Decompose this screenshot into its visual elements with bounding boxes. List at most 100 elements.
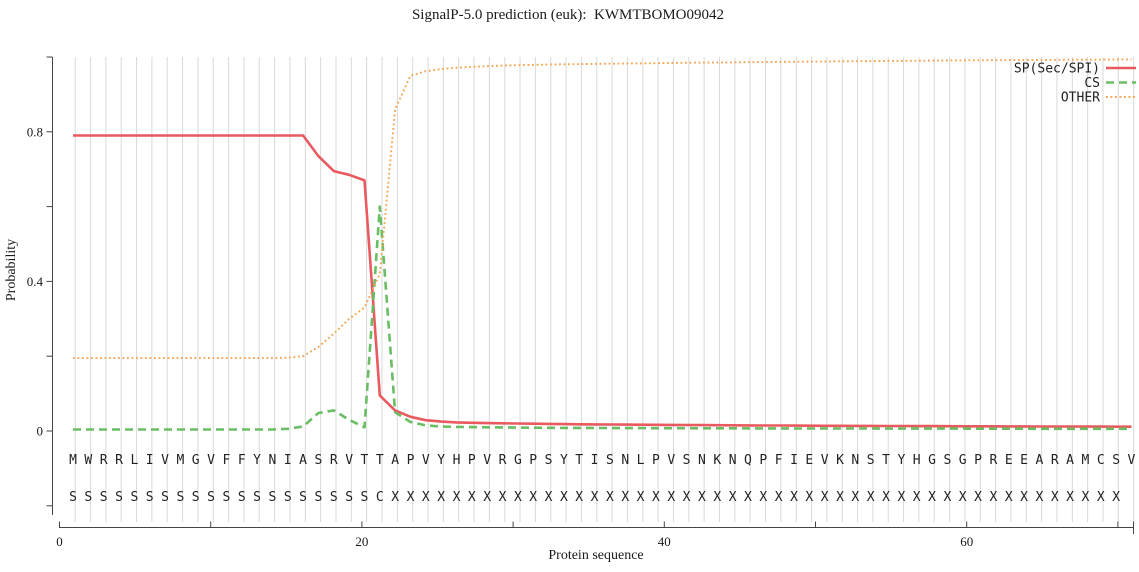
sequence-letter: V	[207, 453, 215, 468]
sequence-letter: G	[928, 453, 936, 468]
sequence-letter: M	[176, 453, 184, 468]
annotation-letter: S	[69, 490, 77, 505]
annotation-letter: X	[453, 490, 461, 505]
sequence-letter: A	[391, 453, 399, 468]
sequence-letter: E	[1005, 453, 1013, 468]
sp-sec-spi-line	[73, 134, 1132, 429]
annotation-letter: X	[621, 490, 629, 505]
annotation-letter: S	[315, 490, 323, 505]
sequence-letter: T	[882, 453, 890, 468]
annotation-letter: S	[84, 490, 92, 505]
sequence-letter: I	[284, 453, 292, 468]
sequence-letter: A	[1036, 453, 1044, 468]
sequence-letter: V	[1128, 453, 1136, 468]
annotation-letter: X	[790, 490, 798, 505]
sequence-letter: R	[989, 453, 997, 468]
sequence-letter: V	[821, 453, 829, 468]
annotation-letter: X	[775, 490, 783, 505]
annotation-letter: X	[913, 490, 921, 505]
sequence-letter: I	[591, 453, 599, 468]
annotation-letter: X	[897, 490, 905, 505]
sequence-letter: I	[146, 453, 154, 468]
y-tick-label: 0.4	[27, 274, 44, 289]
sequence-letter: V	[161, 453, 169, 468]
sequence-letter: V	[483, 453, 491, 468]
sequence-letter: C	[1097, 453, 1105, 468]
annotation-letter: X	[882, 490, 890, 505]
probability-curves	[73, 58, 1132, 431]
annotation-letter: X	[744, 490, 752, 505]
annotation-letter: S	[299, 490, 307, 505]
sequence-letter: R	[499, 453, 507, 468]
sequence-letter: I	[790, 453, 798, 468]
cs-line	[73, 205, 1132, 431]
y-tick-label: 0.8	[27, 124, 43, 139]
annotation-letter: X	[928, 490, 936, 505]
annotation-letter: X	[821, 490, 829, 505]
sequence-letter: R	[330, 453, 338, 468]
x-tick-label: 60	[960, 534, 973, 549]
sequence-letter: N	[621, 453, 629, 468]
legend-label-other: OTHER	[1061, 91, 1100, 106]
sequence-letter: G	[192, 453, 200, 468]
sequence-letter: N	[729, 453, 737, 468]
sequence-letter: T	[361, 453, 369, 468]
sequence-letter: P	[407, 453, 415, 468]
annotation-letter: X	[989, 490, 997, 505]
legend-label-cs: CS	[1084, 76, 1100, 91]
sequence-letter: S	[683, 453, 691, 468]
sequence-letter: Y	[560, 453, 568, 468]
y-axis-label: Probability	[4, 239, 19, 301]
sequence-letter: N	[269, 453, 277, 468]
annotation-letter: X	[1051, 490, 1059, 505]
sequence-letter: H	[913, 453, 921, 468]
annotation-letter: S	[330, 490, 338, 505]
annotation-letter: X	[591, 490, 599, 505]
sequence-letter: A	[1066, 453, 1074, 468]
sequence-letter: V	[667, 453, 675, 468]
sequence-letter: E	[805, 453, 813, 468]
sequence-letter: Y	[437, 453, 445, 468]
annotation-letter: S	[207, 490, 215, 505]
sequence-letter: E	[1020, 453, 1028, 468]
sequence-letter: P	[468, 453, 476, 468]
sequence-letter: P	[529, 453, 537, 468]
annotation-letter: C	[376, 490, 384, 505]
annotation-letter: X	[713, 490, 721, 505]
annotation-letter: X	[1112, 490, 1120, 505]
sequence-letter: P	[652, 453, 660, 468]
annotation-letter: X	[652, 490, 660, 505]
annotation-letter: X	[545, 490, 553, 505]
sequence-letter: Q	[744, 453, 752, 468]
annotation-letter: S	[100, 490, 108, 505]
annotation-letter: S	[176, 490, 184, 505]
annotation-letter: X	[483, 490, 491, 505]
sequence-letter: K	[713, 453, 721, 468]
y-axis: 0.8 0.4 0	[27, 56, 53, 515]
annotation-letter: X	[1082, 490, 1090, 505]
annotation-letter: X	[575, 490, 583, 505]
x-tick-label: 40	[658, 534, 671, 549]
sequence-letter: S	[545, 453, 553, 468]
sequence-letter: T	[575, 453, 583, 468]
annotation-letter: X	[698, 490, 706, 505]
annotation-letter: X	[529, 490, 537, 505]
sequence-letter: M	[1082, 453, 1090, 468]
sequence-letter: V	[422, 453, 430, 468]
annotation-letter: S	[222, 490, 230, 505]
annotation-letter: X	[1020, 490, 1028, 505]
annotation-letter: X	[637, 490, 645, 505]
y-tick-label: 0	[37, 424, 44, 439]
sequence-letter: A	[299, 453, 307, 468]
sequence-letter: P	[759, 453, 767, 468]
other-line	[73, 58, 1132, 360]
annotation-letter: X	[667, 490, 675, 505]
annotation-letter: X	[836, 490, 844, 505]
annotation-letter: X	[391, 490, 399, 505]
annotation-letter: S	[115, 490, 123, 505]
sequence-letter: S	[606, 453, 614, 468]
sequence-letter: R	[100, 453, 108, 468]
annotation-letter: S	[253, 490, 261, 505]
